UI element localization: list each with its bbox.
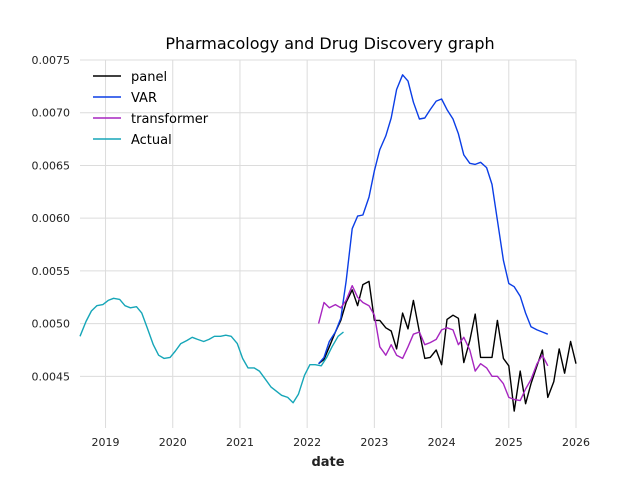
- y-tick-label: 0.0055: [32, 265, 71, 278]
- chart-title: Pharmacology and Drug Discovery graph: [165, 34, 494, 53]
- y-tick-label: 0.0060: [32, 212, 71, 225]
- series-line-actual: [79, 297, 344, 404]
- x-axis-ticks: 2019 2020 2021 2022 2023 2024 2025 2026: [92, 436, 590, 449]
- y-tick-label: 0.0065: [32, 159, 71, 172]
- x-tick-label: 2026: [562, 436, 590, 449]
- y-tick-label: 0.0045: [32, 370, 71, 383]
- grid: [80, 59, 577, 428]
- y-axis-ticks: 0.0045 0.0050 0.0055 0.0060 0.0065 0.0070 0.00…: [32, 54, 71, 383]
- x-tick-label: 2025: [495, 436, 523, 449]
- series-line-var: [318, 74, 549, 365]
- legend-label-transformer: transformer: [131, 112, 209, 127]
- x-axis-label: date: [311, 455, 344, 470]
- x-tick-label: 2019: [92, 436, 120, 449]
- x-tick-label: 2024: [428, 436, 456, 449]
- series-layer: [79, 74, 577, 412]
- x-tick-label: 2021: [226, 436, 254, 449]
- y-tick-label: 0.0075: [32, 54, 71, 67]
- series-line-panel: [318, 280, 577, 412]
- legend-label-panel: panel: [131, 70, 167, 85]
- x-tick-label: 2023: [360, 436, 388, 449]
- legend: panel VAR transformer Actual: [93, 70, 209, 148]
- series-line-transformer: [317, 285, 549, 402]
- legend-label-actual: Actual: [131, 133, 172, 148]
- y-tick-label: 0.0070: [32, 107, 71, 120]
- x-tick-label: 2020: [159, 436, 187, 449]
- y-tick-label: 0.0050: [32, 318, 71, 331]
- legend-label-var: VAR: [131, 91, 157, 106]
- x-tick-label: 2022: [293, 436, 321, 449]
